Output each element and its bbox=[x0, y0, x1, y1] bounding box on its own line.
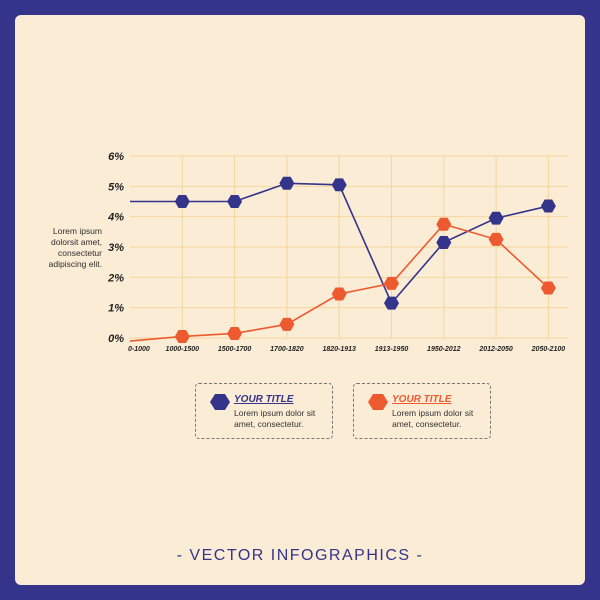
x-tick-label: 1820-1913 bbox=[322, 346, 356, 353]
data-point-marker bbox=[279, 317, 295, 331]
data-point-marker bbox=[174, 329, 190, 343]
y-tick-label: 6% bbox=[108, 151, 124, 163]
x-tick-label: 1913-1950 bbox=[375, 346, 409, 353]
side-note: Lorem ipsum dolorsit amet, consectetur a… bbox=[48, 226, 102, 269]
data-point-marker bbox=[436, 217, 452, 231]
y-tick-label: 0% bbox=[108, 333, 124, 345]
y-tick-label: 4% bbox=[107, 212, 124, 224]
data-point-marker bbox=[436, 235, 452, 249]
legend-item-orange: YOUR TITLE Lorem ipsum dolor sit amet, c… bbox=[353, 383, 491, 439]
x-tick-label: 1950-2012 bbox=[427, 346, 461, 353]
x-tick-label: 2050-2100 bbox=[531, 346, 566, 353]
background-panel bbox=[15, 15, 585, 585]
y-tick-label: 5% bbox=[108, 181, 124, 193]
legend-title: YOUR TITLE bbox=[234, 394, 294, 405]
data-point-marker bbox=[540, 281, 556, 295]
data-point-marker bbox=[331, 287, 347, 301]
x-tick-label: 2012-2050 bbox=[478, 346, 513, 353]
data-point-marker bbox=[279, 176, 295, 190]
data-point-marker bbox=[331, 178, 347, 192]
legend-item-blue: YOUR TITLE Lorem ipsum dolor sit amet, c… bbox=[195, 383, 333, 439]
orange-hexagon-icon bbox=[368, 394, 388, 410]
data-point-marker bbox=[174, 195, 190, 208]
data-point-marker bbox=[384, 296, 399, 310]
x-tick-label: 0-1000 bbox=[128, 346, 150, 353]
data-point-marker bbox=[488, 232, 504, 246]
x-tick-label: 1700-1820 bbox=[270, 346, 304, 353]
data-point-marker bbox=[227, 326, 243, 340]
footer-title: - VECTOR INFOGRAPHICS - bbox=[176, 547, 424, 564]
y-tick-label: 1% bbox=[108, 303, 124, 315]
data-point-marker bbox=[488, 211, 504, 225]
blue-hexagon-icon bbox=[210, 394, 230, 410]
data-point-marker bbox=[384, 276, 399, 290]
data-point-marker bbox=[540, 199, 556, 213]
legend-title: YOUR TITLE bbox=[392, 394, 452, 405]
x-tick-label: 1500-1700 bbox=[218, 346, 252, 353]
legend-text: Lorem ipsum dolor sit amet, consectetur. bbox=[234, 408, 316, 429]
data-point-marker bbox=[227, 195, 243, 208]
x-tick-label: 1000-1500 bbox=[166, 346, 200, 353]
y-tick-label: 3% bbox=[108, 242, 124, 254]
legend-text: Lorem ipsum dolor sit amet, consectetur. bbox=[392, 408, 474, 429]
y-tick-label: 2% bbox=[107, 272, 124, 284]
